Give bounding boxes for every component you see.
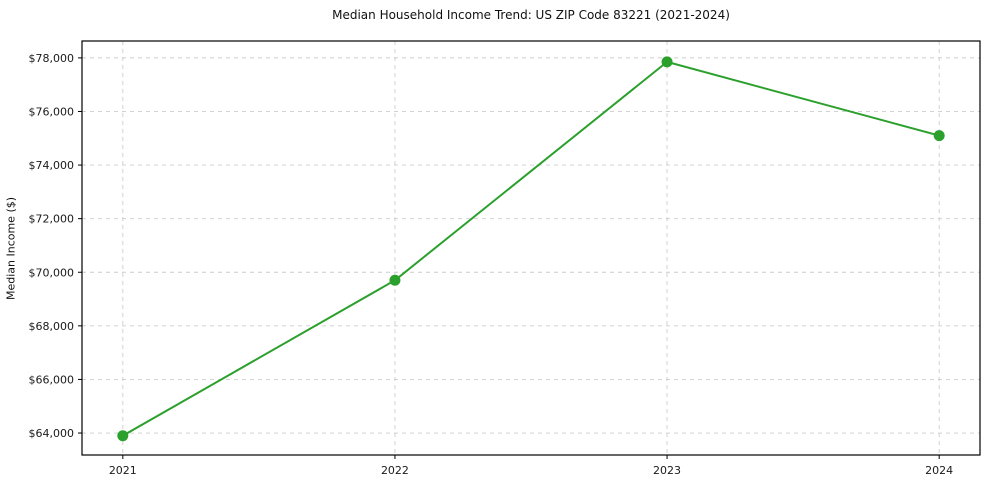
y-tick-label: $68,000 [29,320,75,333]
data-point [389,274,401,286]
data-point [661,56,673,68]
y-tick-label: $74,000 [29,159,75,172]
y-tick-label: $72,000 [29,213,75,226]
y-tick-label: $78,000 [29,52,75,65]
x-tick-label: 2021 [109,464,137,477]
plot-border [81,40,981,456]
data-point [117,430,129,442]
x-tick-label: 2024 [925,464,953,477]
y-tick-label: $64,000 [29,427,75,440]
y-tick-label: $66,000 [29,373,75,386]
trend-line [121,60,941,437]
x-tick-label: 2023 [653,464,681,477]
chart-title: Median Household Income Trend: US ZIP Co… [332,8,730,22]
y-tick-label: $70,000 [29,266,75,279]
y-tick-label: $76,000 [29,105,75,118]
data-point [933,130,945,142]
x-tick-label: 2022 [381,464,409,477]
